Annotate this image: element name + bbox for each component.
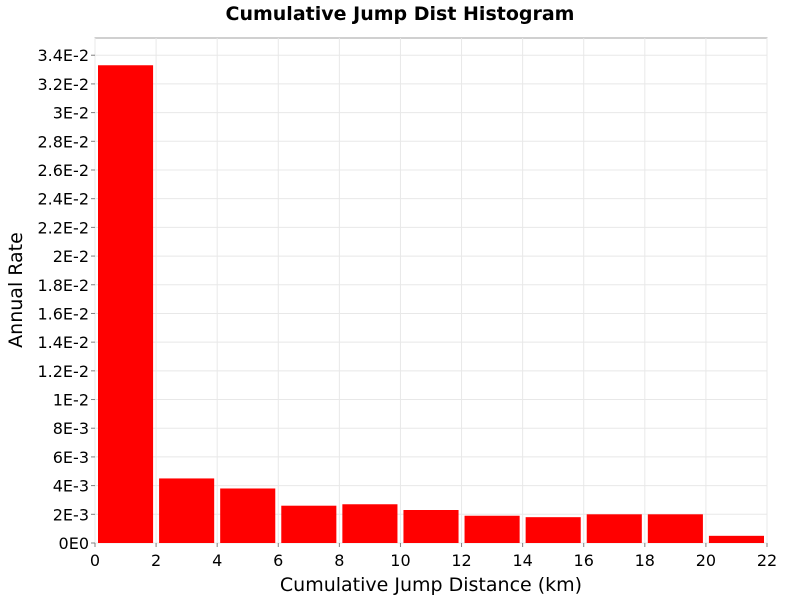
x-tick-label: 16 [574,551,594,570]
x-axis-ticks: 0 2 4 6 8 10 12 14 16 18 20 22 [90,543,777,570]
x-tick-label: 12 [451,551,471,570]
x-axis-label: Cumulative Jump Distance (km) [280,574,582,596]
y-tick-label: 2E-3 [53,505,89,524]
x-tick-label: 14 [512,551,532,570]
y-tick-label: 3.4E-2 [37,46,89,65]
plot-area [94,37,768,544]
y-tick-label: 4E-3 [53,477,89,496]
y-tick-label: 2.6E-2 [37,161,89,180]
histogram-bar [647,514,703,543]
y-tick-label: 1.4E-2 [37,333,89,352]
chart-title: Cumulative Jump Dist Histogram [226,3,575,25]
y-tick-label: 2E-2 [53,247,89,266]
y-tick-label: 2.8E-2 [37,132,89,151]
y-tick-label: 1.6E-2 [37,304,89,323]
x-tick-label: 6 [273,551,283,570]
x-tick-label: 2 [151,551,161,570]
histogram-bar [403,510,459,543]
y-tick-label: 1E-2 [53,391,89,410]
histogram-bar [708,535,764,543]
histogram-bar [220,488,276,543]
y-tick-label: 8E-3 [53,419,89,438]
y-tick-label: 1.2E-2 [37,362,89,381]
y-tick-label: 0E0 [59,534,89,553]
y-axis-ticks: 0E0 2E-3 4E-3 6E-3 8E-3 1E-2 1.2E-2 1.4E-2 1.6E-… [37,46,95,553]
y-tick-label: 6E-3 [53,448,89,467]
histogram-bar [98,65,154,544]
y-tick-label: 2.2E-2 [37,218,89,237]
y-tick-label: 3E-2 [53,104,89,123]
histogram-bar [281,505,337,543]
x-tick-label: 0 [90,551,100,570]
y-tick-label: 2.4E-2 [37,190,89,209]
x-tick-label: 10 [390,551,410,570]
y-axis-label: Annual Rate [5,232,27,348]
x-tick-label: 4 [212,551,222,570]
histogram-bar [342,504,398,543]
histogram-bar [464,515,520,543]
x-tick-label: 18 [635,551,655,570]
bars [98,65,764,544]
x-tick-label: 20 [696,551,716,570]
gridlines [94,38,768,544]
histogram-bar [525,517,581,543]
histogram-bar [159,478,215,543]
y-tick-label: 3.2E-2 [37,75,89,94]
x-tick-label: 22 [757,551,777,570]
y-tick-label: 1.8E-2 [37,276,89,295]
x-tick-label: 8 [334,551,344,570]
histogram-bar [586,514,642,543]
